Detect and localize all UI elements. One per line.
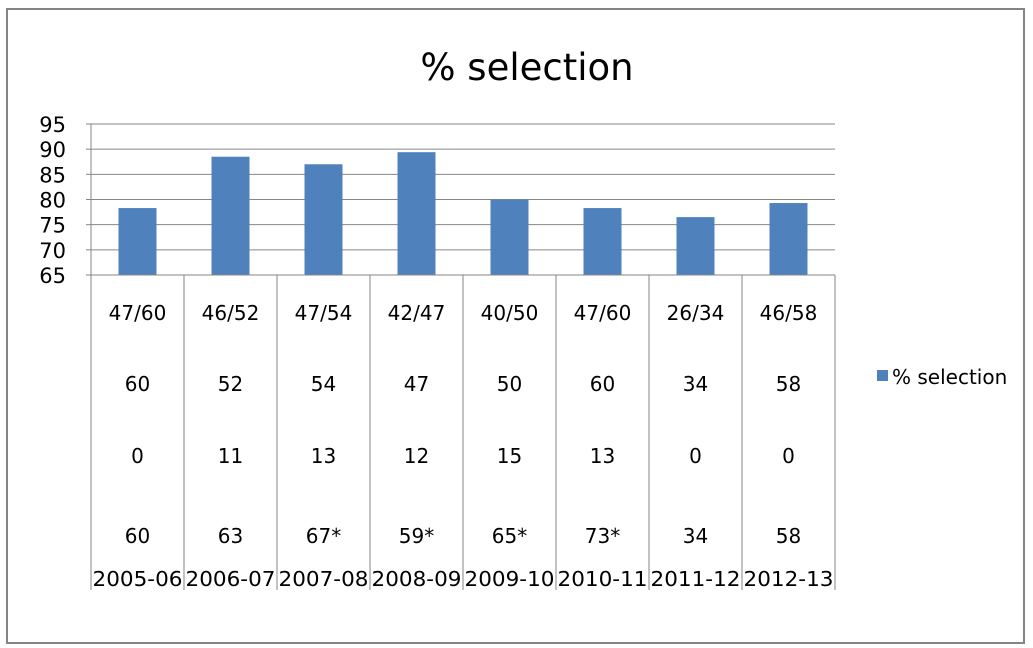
table-cell: 50 (497, 372, 522, 396)
table-cell: 0 (689, 444, 702, 468)
x-category-label: 2006-07 (186, 567, 276, 591)
data-table: 47/60 46/52 47/54 42/47 40/50 47/60 26/34 46/58… (93, 275, 836, 591)
table-cell: 54 (311, 372, 336, 396)
bar-2005-06 (118, 208, 157, 275)
x-category-label: 2011-12 (651, 567, 741, 591)
table-cell: 40/50 (481, 301, 539, 325)
y-tick-label: 65 (39, 264, 66, 288)
legend-label: % selection (892, 365, 1007, 389)
chart-frame (6, 8, 1025, 644)
x-category-label: 2005-06 (93, 567, 183, 591)
y-tick-label: 95 (39, 113, 66, 137)
table-cell: 58 (776, 524, 801, 548)
table-cell: 46/52 (202, 301, 260, 325)
bar-2012-13 (769, 203, 808, 275)
y-tick-label: 90 (39, 138, 66, 162)
table-cell: 58 (776, 372, 801, 396)
table-cell: 60 (125, 524, 150, 548)
x-category-label: 2007-08 (279, 567, 369, 591)
y-tick-label: 80 (39, 189, 66, 213)
table-cell: 47/54 (295, 301, 353, 325)
table-cell: 0 (131, 444, 144, 468)
gridlines (91, 123, 835, 251)
table-cell: 34 (683, 524, 708, 548)
x-category-label: 2009-10 (465, 567, 555, 591)
bar-2008-09 (397, 152, 436, 275)
bar-2011-12 (676, 217, 715, 275)
table-cell: 65* (492, 524, 527, 548)
bar-2007-08 (304, 164, 343, 275)
x-category-label: 2008-09 (372, 567, 462, 591)
table-cell: 60 (590, 372, 615, 396)
table-cell: 13 (311, 444, 336, 468)
bar-2009-10 (490, 199, 529, 275)
table-cell: 42/47 (388, 301, 446, 325)
bar-2010-11 (583, 208, 622, 275)
table-cell: 52 (218, 372, 243, 396)
legend-swatch (877, 370, 888, 381)
x-category-label: 2010-11 (558, 567, 648, 591)
y-tick-label: 75 (39, 214, 66, 238)
legend: % selection (877, 365, 1007, 389)
table-cell: 15 (497, 444, 522, 468)
table-cell: 73* (585, 524, 620, 548)
table-cell: 67* (306, 524, 341, 548)
chart-title: % selection (420, 46, 633, 89)
table-cell: 60 (125, 372, 150, 396)
x-category-label: 2012-13 (744, 567, 834, 591)
table-cell: 13 (590, 444, 615, 468)
table-cell: 47/60 (574, 301, 632, 325)
table-cell: 26/34 (667, 301, 725, 325)
table-cell: 11 (218, 444, 243, 468)
bar-2006-07 (211, 156, 250, 275)
table-cell: 59* (399, 524, 434, 548)
table-cell: 63 (218, 524, 243, 548)
table-cell: 47/60 (109, 301, 167, 325)
table-cell: 46/58 (760, 301, 818, 325)
y-tick-label: 70 (39, 239, 66, 263)
axes (86, 123, 835, 590)
table-cell: 47 (404, 372, 429, 396)
table-cell: 34 (683, 372, 708, 396)
table-cell: 0 (782, 444, 795, 468)
bars (118, 152, 808, 275)
table-cell: 12 (404, 444, 429, 468)
y-tick-label: 85 (39, 163, 66, 187)
